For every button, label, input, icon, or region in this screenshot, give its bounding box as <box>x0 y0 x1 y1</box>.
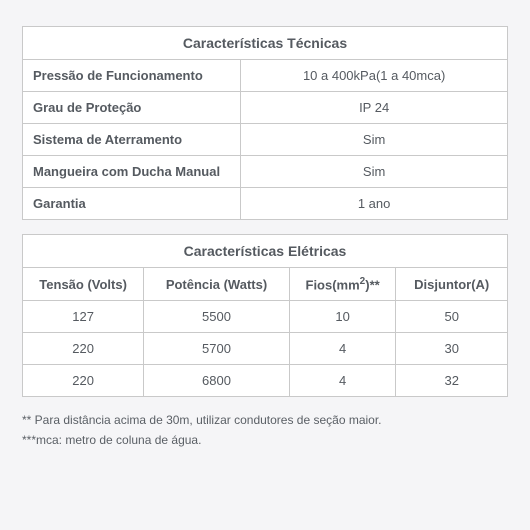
cell-tension: 127 <box>23 301 144 333</box>
col-tension: Tensão (Volts) <box>23 268 144 301</box>
table-row: 220 5700 4 30 <box>23 333 508 365</box>
spec-value: 1 ano <box>241 188 508 220</box>
table-row: Grau de Proteção IP 24 <box>23 92 508 124</box>
col-power: Potência (Watts) <box>144 268 290 301</box>
footnote-wires: ** Para distância acima de 30m, utilizar… <box>22 411 508 429</box>
table-row: Sistema de Aterramento Sim <box>23 124 508 156</box>
table-row: 220 6800 4 32 <box>23 365 508 397</box>
col-breaker: Disjuntor(A) <box>396 268 508 301</box>
spec-label: Pressão de Funcionamento <box>23 60 241 92</box>
spec-label: Sistema de Aterramento <box>23 124 241 156</box>
cell-wires: 4 <box>289 333 396 365</box>
electrical-specs-title: Características Elétricas <box>23 235 508 268</box>
spec-label: Mangueira com Ducha Manual <box>23 156 241 188</box>
table-row: Mangueira com Ducha Manual Sim <box>23 156 508 188</box>
cell-breaker: 30 <box>396 333 508 365</box>
technical-specs-title: Características Técnicas <box>23 27 508 60</box>
cell-breaker: 50 <box>396 301 508 333</box>
table-header-row: Tensão (Volts) Potência (Watts) Fios(mm2… <box>23 268 508 301</box>
spec-value: 10 a 400kPa(1 a 40mca) <box>241 60 508 92</box>
cell-power: 6800 <box>144 365 290 397</box>
cell-tension: 220 <box>23 365 144 397</box>
spec-value: IP 24 <box>241 92 508 124</box>
spec-value: Sim <box>241 124 508 156</box>
technical-specs-table: Características Técnicas Pressão de Func… <box>22 26 508 220</box>
cell-power: 5500 <box>144 301 290 333</box>
spec-label: Garantia <box>23 188 241 220</box>
cell-power: 5700 <box>144 333 290 365</box>
electrical-specs-table: Características Elétricas Tensão (Volts)… <box>22 234 508 397</box>
cell-wires: 4 <box>289 365 396 397</box>
cell-tension: 220 <box>23 333 144 365</box>
spec-label: Grau de Proteção <box>23 92 241 124</box>
cell-wires: 10 <box>289 301 396 333</box>
col-wires-suffix: )** <box>365 277 379 292</box>
col-wires: Fios(mm2)** <box>289 268 396 301</box>
table-row: 127 5500 10 50 <box>23 301 508 333</box>
footnote-mca: ***mca: metro de coluna de água. <box>22 431 508 449</box>
spec-value: Sim <box>241 156 508 188</box>
table-row: Garantia 1 ano <box>23 188 508 220</box>
col-wires-prefix: Fios(mm <box>306 277 360 292</box>
cell-breaker: 32 <box>396 365 508 397</box>
table-row: Pressão de Funcionamento 10 a 400kPa(1 a… <box>23 60 508 92</box>
